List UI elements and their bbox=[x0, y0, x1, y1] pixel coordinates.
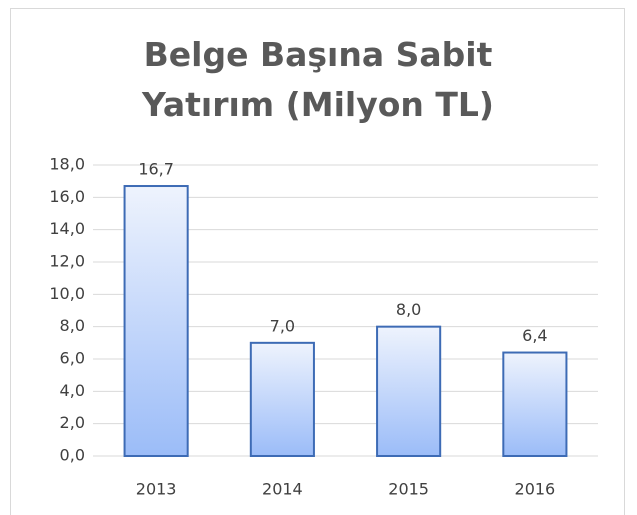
y-tick-label: 6,0 bbox=[60, 349, 85, 368]
bar bbox=[502, 351, 568, 457]
y-tick-label: 10,0 bbox=[49, 284, 85, 303]
y-tick-label: 4,0 bbox=[60, 381, 85, 400]
y-tick-label: 8,0 bbox=[60, 316, 85, 335]
y-tick-label: 18,0 bbox=[49, 155, 85, 174]
y-tick-label: 2,0 bbox=[60, 413, 85, 432]
x-tick-label: 2015 bbox=[388, 480, 429, 499]
data-label: 8,0 bbox=[396, 300, 421, 319]
y-tick-label: 16,0 bbox=[49, 187, 85, 206]
y-tick-label: 0,0 bbox=[60, 446, 85, 465]
x-tick-label: 2016 bbox=[515, 480, 556, 499]
bar bbox=[376, 325, 442, 457]
y-tick-label: 12,0 bbox=[49, 252, 85, 271]
data-label: 16,7 bbox=[138, 160, 174, 179]
bar bbox=[123, 185, 189, 457]
x-tick-label: 2014 bbox=[262, 480, 303, 499]
data-label: 6,4 bbox=[522, 326, 547, 345]
data-label: 7,0 bbox=[270, 316, 295, 335]
chart-frame bbox=[10, 8, 625, 515]
x-tick-label: 2013 bbox=[136, 480, 177, 499]
bar bbox=[249, 341, 315, 458]
y-tick-label: 14,0 bbox=[49, 219, 85, 238]
chart-title: Belge Başına Sabit Yatırım (Milyon TL) bbox=[141, 35, 494, 124]
